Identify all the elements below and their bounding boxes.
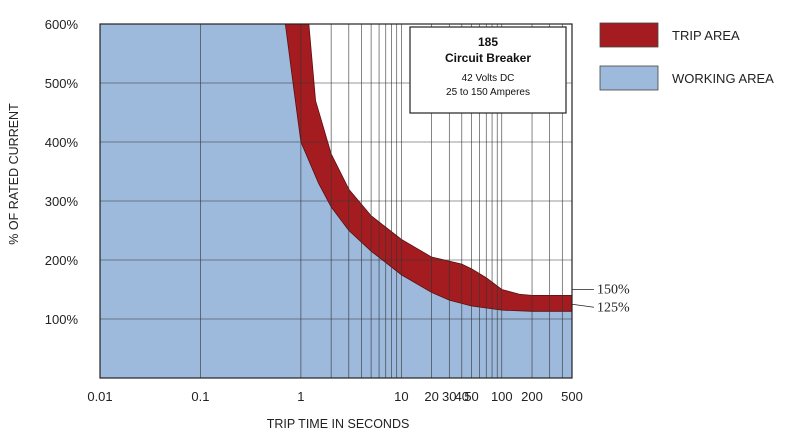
x-tick-label: 200 (521, 389, 543, 404)
annotation-leader (571, 303, 595, 308)
annotation-label: 125% (597, 300, 630, 315)
x-tick-label: 20 (424, 389, 438, 404)
y-tick-label: 400% (45, 135, 79, 150)
y-tick-label: 600% (45, 17, 79, 32)
info-box: 185 Circuit Breaker 42 Volts DC 25 to 15… (409, 26, 567, 114)
y-tick-label: 500% (45, 76, 79, 91)
annotation-label: 150% (597, 283, 630, 298)
working-area (100, 24, 572, 378)
legend-label-trip-area: TRIP AREA (672, 28, 740, 43)
x-tick-label: 50 (464, 389, 478, 404)
x-tick-label: 0.01 (87, 389, 112, 404)
info-box-range: 25 to 150 Amperes (446, 87, 530, 98)
x-tick-label: 10 (394, 389, 408, 404)
x-tick-label: 100 (491, 389, 513, 404)
legend-swatch-trip-area (599, 22, 659, 48)
y-axis-title: % OF RATED CURRENT (7, 103, 21, 245)
y-tick-label: 200% (45, 253, 79, 268)
info-box-voltage: 42 Volts DC (462, 73, 515, 84)
x-tick-label: 30 (442, 389, 456, 404)
annotations: 150% 125% (571, 283, 630, 315)
x-tick-label: 0.1 (191, 389, 209, 404)
x-tick-label: 500 (561, 389, 583, 404)
legend: TRIP AREA WORKING AREA (599, 22, 774, 91)
working-boundary-line (284, 23, 572, 312)
x-tick-label: 40 (455, 389, 469, 404)
legend-label-working-area: WORKING AREA (672, 71, 774, 86)
x-axis-title: TRIP TIME IN SECONDS (267, 417, 410, 431)
legend-swatch-working-area (599, 65, 659, 91)
info-box-name: Circuit Breaker (445, 51, 531, 65)
y-tick-label: 300% (45, 194, 79, 209)
plot-frame (99, 23, 573, 379)
info-box-number: 185 (478, 35, 498, 49)
info-box-frame (409, 26, 567, 114)
x-tick-label: 1 (297, 389, 304, 404)
y-tick-label: 100% (45, 312, 79, 327)
